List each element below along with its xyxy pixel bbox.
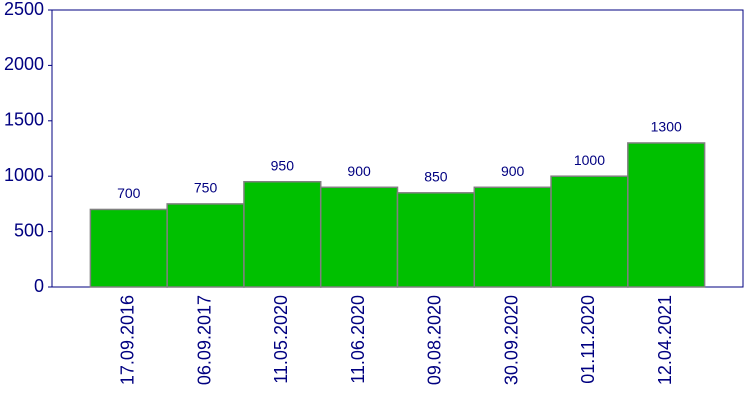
y-tick-label: 500 xyxy=(14,220,44,240)
bar xyxy=(473,186,552,288)
y-tick-label: 1000 xyxy=(4,165,44,185)
x-tick-label: 17.09.2016 xyxy=(118,295,138,385)
x-tick-label: 11.06.2020 xyxy=(348,295,368,384)
y-tick-label: 2000 xyxy=(4,54,44,74)
bar xyxy=(243,180,322,288)
value-label: 950 xyxy=(271,157,295,173)
bar xyxy=(396,192,476,288)
x-tick-label: 11.05.2020 xyxy=(271,295,291,384)
value-label: 1000 xyxy=(574,152,605,168)
bar xyxy=(166,203,245,288)
y-tick-label: 1500 xyxy=(4,110,44,130)
value-label: 850 xyxy=(424,169,448,185)
y-tick-label: 0 xyxy=(34,276,44,296)
x-tick-label: 30.09.2020 xyxy=(501,295,521,385)
y-tick-label: 2500 xyxy=(4,0,44,19)
x-tick-label: 09.08.2020 xyxy=(425,295,445,385)
x-tick-label: 06.09.2017 xyxy=(194,295,214,385)
value-label: 1300 xyxy=(651,119,682,135)
bar xyxy=(89,208,168,288)
bar xyxy=(550,175,629,288)
value-label: 900 xyxy=(501,163,525,179)
value-label: 700 xyxy=(117,185,141,201)
bar xyxy=(319,186,399,288)
value-label: 900 xyxy=(347,163,371,179)
x-tick-label: 12.04.2021 xyxy=(655,295,675,385)
x-tick-label: 01.11.2020 xyxy=(578,295,598,384)
bar xyxy=(627,142,706,288)
value-label: 750 xyxy=(194,180,218,196)
